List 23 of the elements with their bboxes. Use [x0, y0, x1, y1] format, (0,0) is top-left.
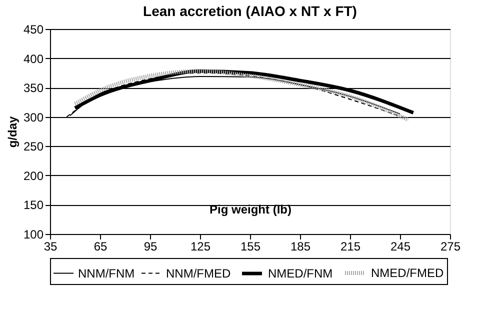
y-tick-label: 450 — [23, 22, 44, 36]
legend-label: NMED/FMED — [371, 266, 444, 280]
x-tick-label: 215 — [340, 240, 361, 254]
x-tick-label: 185 — [290, 240, 311, 254]
legend-label: NMED/FNM — [268, 266, 333, 280]
y-tick-label: 350 — [23, 81, 44, 96]
legend-label: NNM/FMED — [166, 266, 231, 280]
legend-label: NNM/FNM — [78, 266, 135, 280]
y-tick-label: 200 — [23, 168, 44, 183]
x-tick-label: 275 — [440, 240, 461, 254]
chart-title: Lean accretion (AIAO x NT x FT) — [143, 3, 357, 19]
y-tick-label: 100 — [23, 228, 44, 242]
x-tick-label: 125 — [190, 240, 211, 254]
x-tick-label: 95 — [144, 240, 158, 254]
x-tick-label: 155 — [240, 240, 261, 254]
x-tick-label: 35 — [44, 240, 58, 254]
x-tick-label: 245 — [390, 240, 411, 254]
y-tick-label: 150 — [23, 198, 44, 212]
x-tick-label: 65 — [94, 240, 108, 254]
y-axis-title: g/day — [5, 116, 20, 148]
y-tick-label: 300 — [23, 110, 44, 124]
y-tick-label: 400 — [23, 52, 44, 66]
y-tick-label: 250 — [23, 140, 44, 154]
